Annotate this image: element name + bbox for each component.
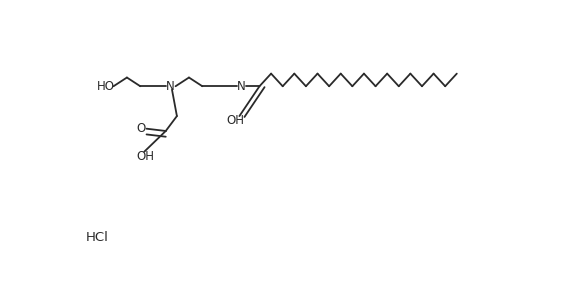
Text: OH: OH bbox=[137, 150, 154, 163]
Text: HO: HO bbox=[97, 80, 115, 93]
Text: N: N bbox=[237, 80, 246, 93]
Text: HCl: HCl bbox=[85, 231, 108, 244]
Text: O: O bbox=[137, 122, 146, 135]
Text: OH: OH bbox=[226, 114, 244, 127]
Text: N: N bbox=[166, 80, 175, 93]
